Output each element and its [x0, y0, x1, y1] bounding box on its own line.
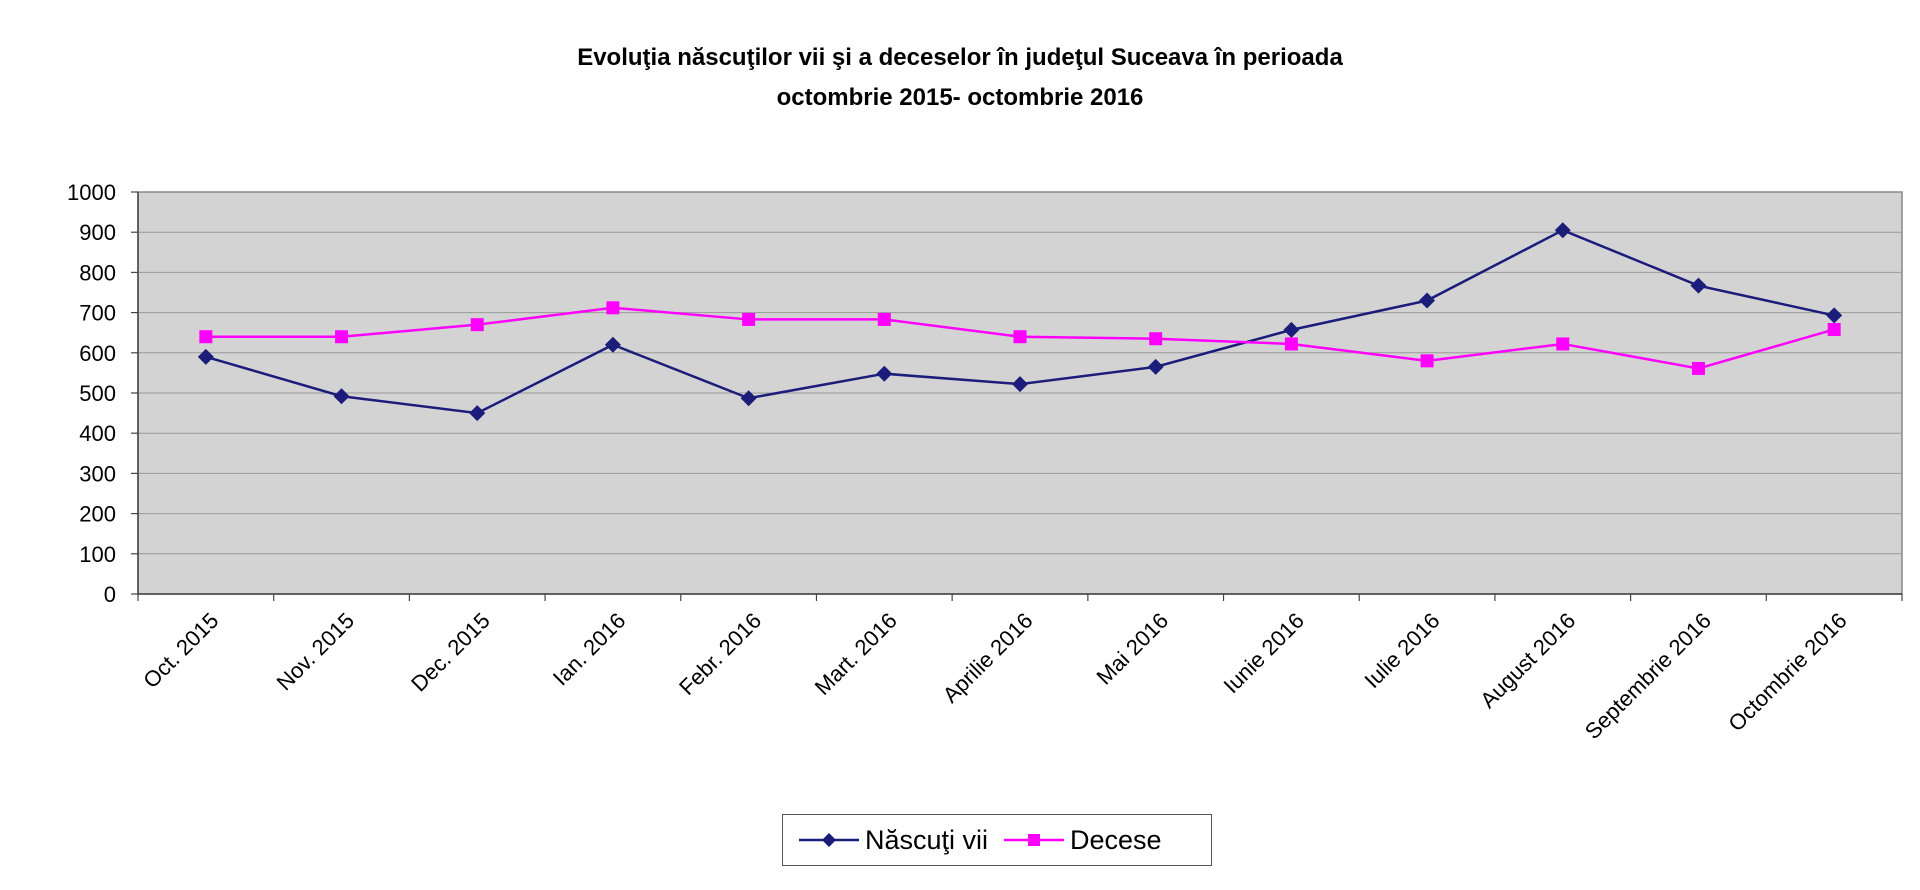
- point-nascuti: [1554, 222, 1571, 239]
- point-nascuti: [1826, 307, 1843, 324]
- point-decese: [199, 330, 213, 344]
- point-decese: [1284, 337, 1298, 351]
- y-tick-label: 400: [79, 421, 116, 446]
- chart-title-line1: Evoluţia născuţilor vii şi a deceselor î…: [577, 44, 1343, 71]
- x-tick-label: Mai 2016: [1092, 608, 1174, 690]
- point-nascuti: [876, 365, 893, 382]
- x-tick-label: Iunie 2016: [1219, 608, 1309, 698]
- y-tick-label: 700: [79, 301, 116, 326]
- point-decese: [1556, 337, 1570, 351]
- point-decese: [1013, 330, 1027, 344]
- point-decese: [877, 312, 891, 326]
- chart-title: Evoluţia născuţilor vii şi a deceselor î…: [0, 38, 1920, 118]
- x-tick-label: Aprilie 2016: [938, 608, 1038, 708]
- point-decese: [606, 301, 620, 315]
- point-decese: [335, 330, 349, 344]
- point-nascuti: [740, 390, 757, 407]
- legend-symbol-decese: [1004, 834, 1065, 846]
- y-tick-label: 0: [104, 582, 116, 607]
- y-tick-label: 900: [79, 220, 116, 245]
- x-tick-label: August 2016: [1475, 608, 1580, 713]
- point-nascuti: [1283, 321, 1300, 338]
- point-nascuti: [604, 336, 621, 353]
- y-tick-label: 200: [79, 502, 116, 527]
- x-tick-label: Ian. 2016: [548, 608, 631, 691]
- point-nascuti: [1690, 277, 1707, 294]
- point-decese: [742, 312, 756, 326]
- x-tick-label: Oct. 2015: [138, 608, 223, 693]
- y-tick-label: 1000: [67, 180, 116, 205]
- point-nascuti: [1012, 376, 1028, 393]
- legend-symbol-nascuti: [799, 833, 859, 847]
- y-tick-label: 500: [79, 381, 116, 406]
- x-tick-label: Dec. 2015: [406, 608, 495, 697]
- y-tick-label: 100: [79, 542, 116, 567]
- point-nascuti: [333, 388, 350, 405]
- x-tick-label: Octombrie 2016: [1723, 608, 1851, 736]
- x-tick-label: Mart. 2016: [810, 608, 902, 700]
- x-tick-label: Nov. 2015: [272, 608, 359, 695]
- point-nascuti: [1419, 292, 1436, 309]
- x-tick-label: Septembrie 2016: [1580, 608, 1716, 744]
- point-decese: [1691, 361, 1705, 375]
- x-tick-label: Febr. 2016: [674, 608, 766, 700]
- legend-item-decese: Decese: [1002, 825, 1162, 856]
- point-decese: [1420, 354, 1434, 368]
- legend-label-decese: Decese: [1070, 824, 1162, 855]
- point-decese: [1149, 332, 1163, 346]
- point-decese: [470, 318, 484, 332]
- x-tick-label: Iulie 2016: [1359, 608, 1444, 693]
- y-tick-label: 300: [79, 461, 116, 486]
- point-nascuti: [197, 348, 214, 365]
- legend-label-nascuti: Născuţi vii: [865, 824, 989, 855]
- chart-legend: Născuţi vii Decese: [782, 814, 1212, 866]
- point-nascuti: [469, 405, 486, 422]
- y-tick-label: 800: [79, 260, 116, 285]
- chart-subtitle: octombrie 2015- octombrie 2016: [776, 84, 1144, 111]
- point-nascuti: [1147, 358, 1164, 375]
- y-tick-label: 600: [79, 341, 116, 366]
- point-decese: [1827, 322, 1841, 336]
- legend-item-nascuti: Născuţi vii: [797, 825, 988, 856]
